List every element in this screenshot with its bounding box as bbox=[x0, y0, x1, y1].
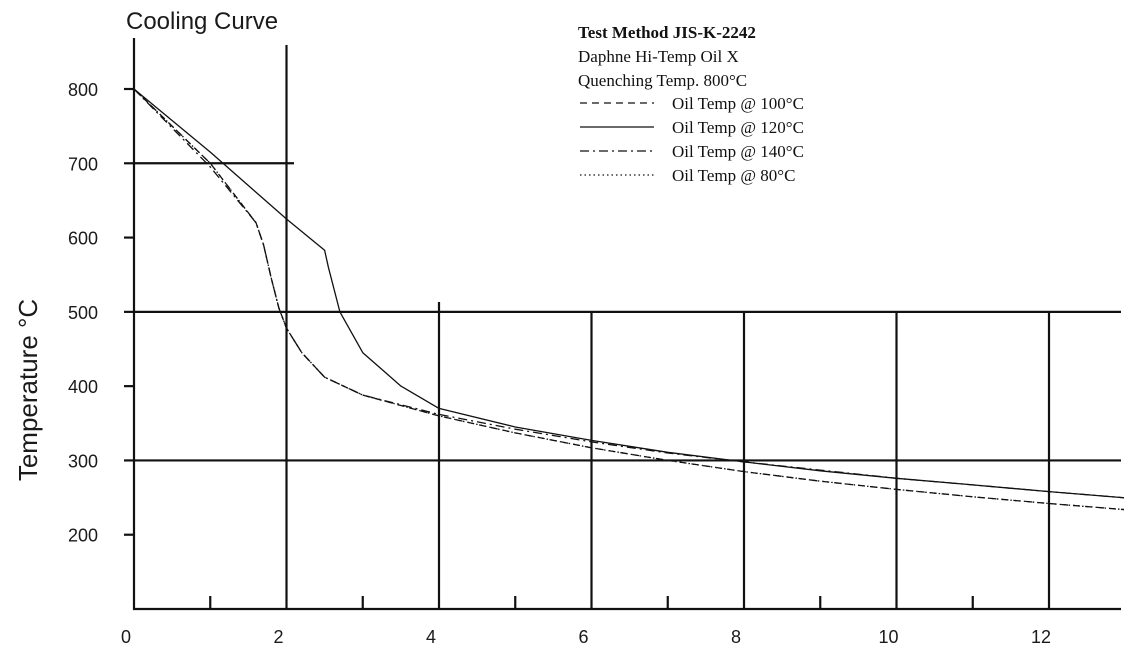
legend-label-1: Oil Temp @ 100°C bbox=[672, 94, 804, 113]
legend-header-method: Test Method JIS-K-2242 bbox=[578, 23, 756, 42]
y-axis-label: Temperature °C bbox=[13, 299, 43, 481]
series-line-2 bbox=[133, 88, 1124, 499]
legend-header-product: Daphne Hi-Temp Oil X bbox=[578, 47, 739, 66]
legend-header-quench: Quenching Temp. 800°C bbox=[578, 71, 747, 90]
y-tick-label: 400 bbox=[68, 377, 98, 397]
y-tick-label: 200 bbox=[68, 526, 98, 546]
legend: Test Method JIS-K-2242 Daphne Hi-Temp Oi… bbox=[578, 23, 804, 185]
y-tick-label: 500 bbox=[68, 303, 98, 323]
grid-lines bbox=[134, 45, 1121, 609]
x-tick-label: 6 bbox=[578, 627, 588, 647]
legend-entries: Oil Temp @ 100°C Oil Temp @ 120°C Oil Temp… bbox=[580, 94, 804, 185]
x-tick-label: 10 bbox=[878, 627, 898, 647]
x-tick-label: 8 bbox=[731, 627, 741, 647]
y-tick-labels: 200 300 400 500 600 700 800 bbox=[68, 80, 134, 546]
x-tick-label: 12 bbox=[1031, 627, 1051, 647]
y-tick-label: 600 bbox=[68, 229, 98, 249]
legend-label-2: Oil Temp @ 120°C bbox=[672, 118, 804, 137]
x-tick-label: 0 bbox=[121, 627, 131, 647]
series-line-3 bbox=[133, 88, 1124, 499]
y-tick-label: 700 bbox=[68, 154, 98, 174]
cooling-curves bbox=[133, 88, 1124, 511]
chart-title: Cooling Curve bbox=[126, 8, 278, 35]
x-tick-label: 4 bbox=[426, 627, 436, 647]
x-tick-label: 2 bbox=[273, 627, 283, 647]
legend-label-3: Oil Temp @ 140°C bbox=[672, 142, 804, 161]
legend-label-4: Oil Temp @ 80°C bbox=[672, 166, 795, 185]
y-tick-label: 300 bbox=[68, 451, 98, 471]
axes bbox=[132, 38, 1121, 611]
y-tick-label: 800 bbox=[68, 80, 98, 100]
x-tick-labels: 0 2 4 6 8 10 12 bbox=[121, 627, 1051, 647]
